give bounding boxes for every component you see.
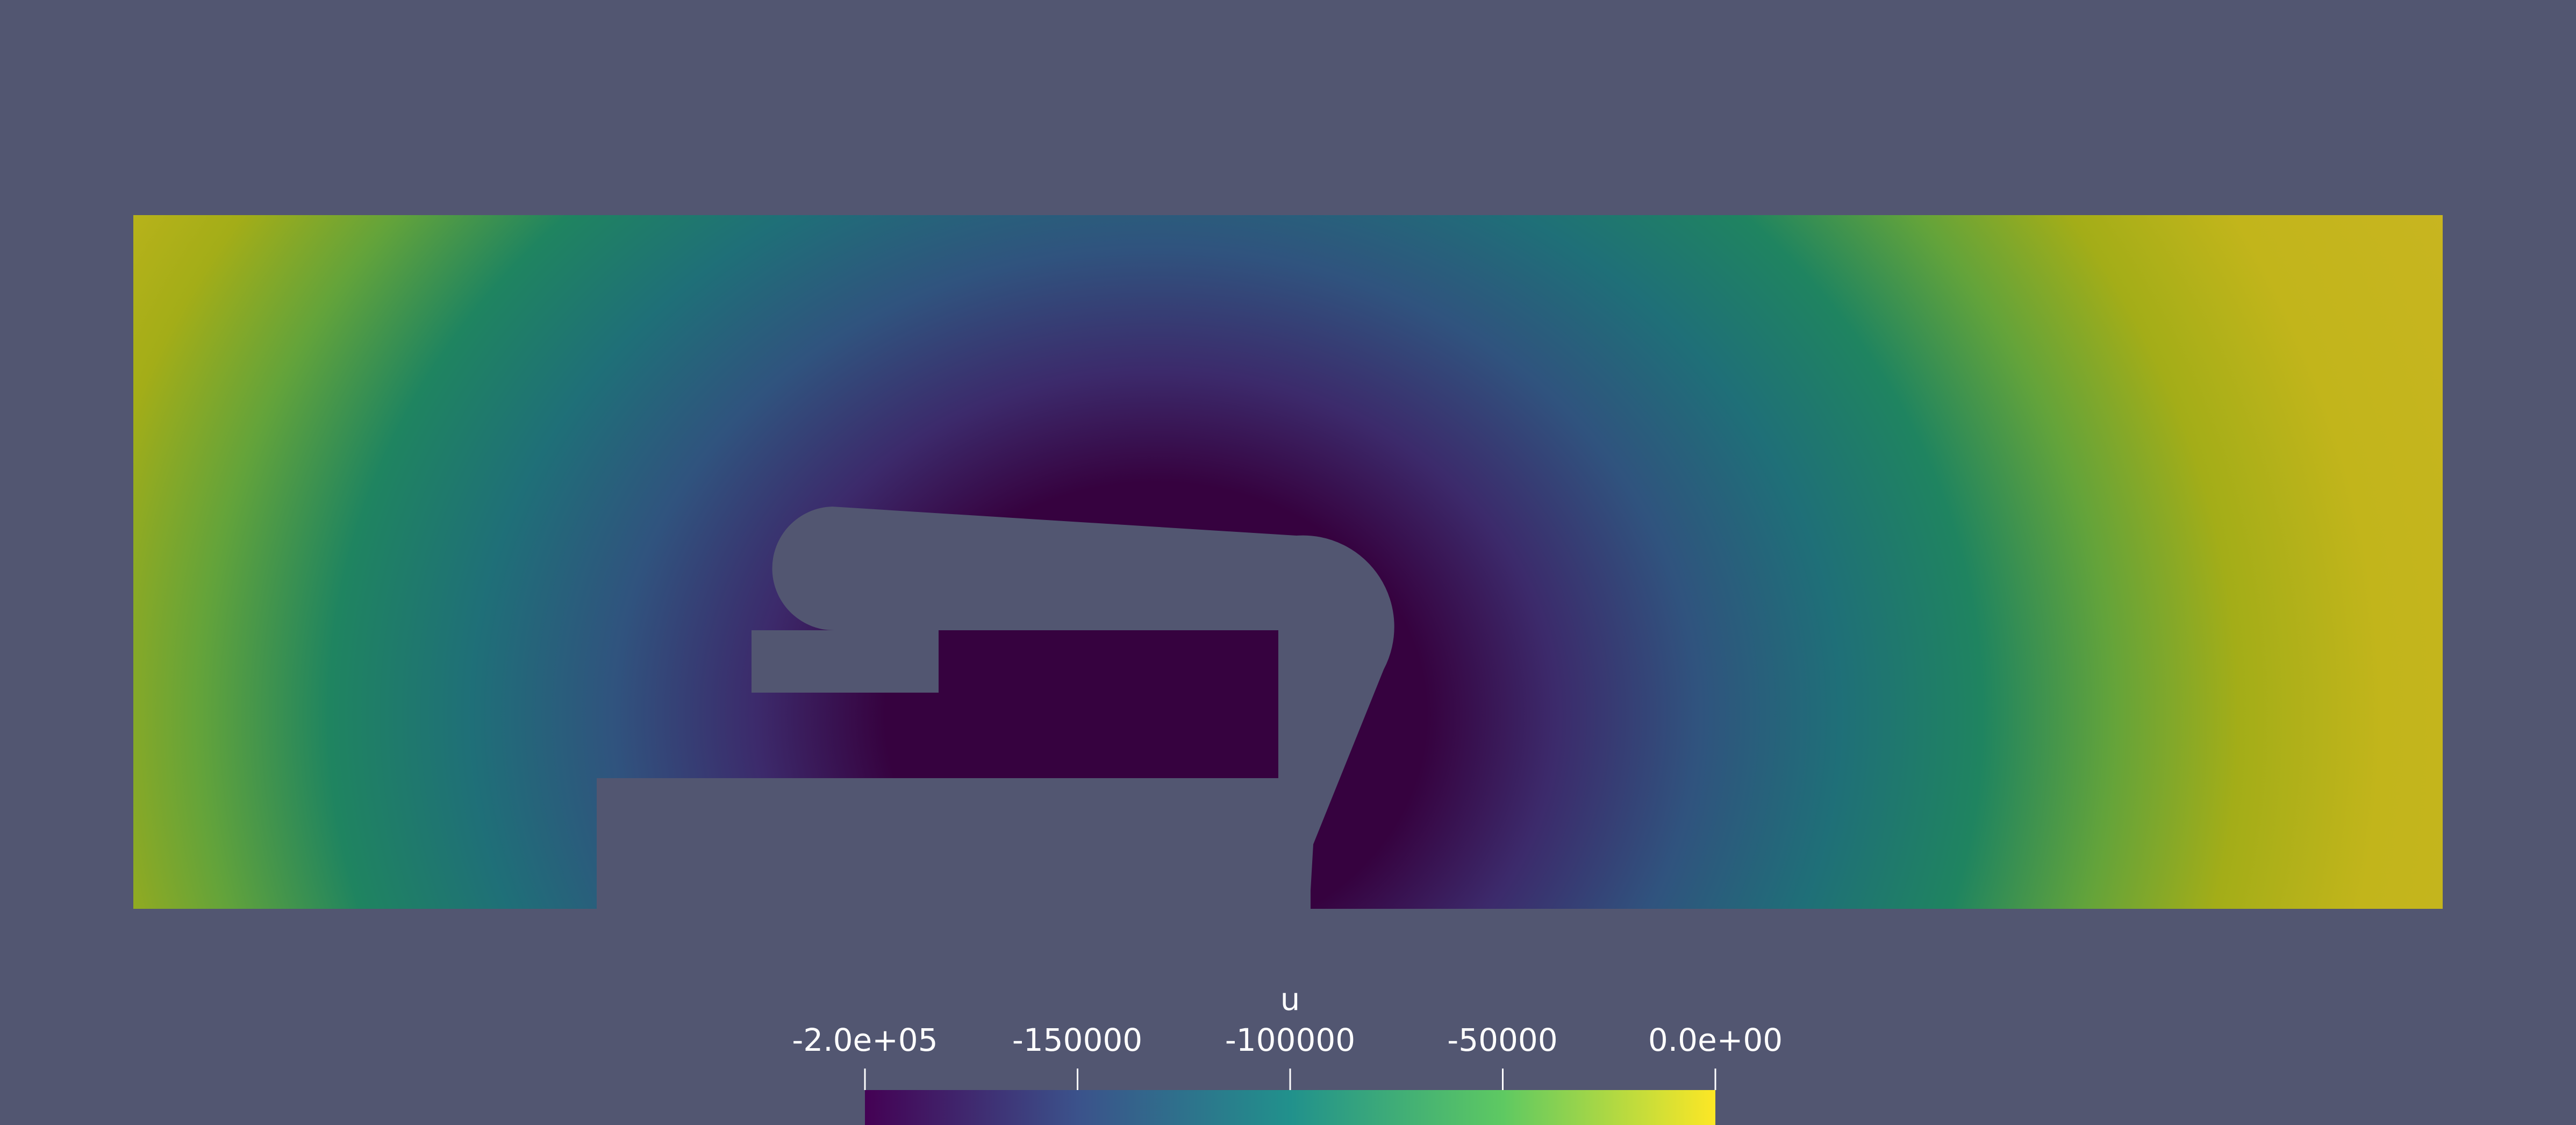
colorbar-ticks: [864, 1069, 1716, 1090]
colorbar: [864, 1069, 1716, 1125]
colorbar-gradient: [865, 1090, 1715, 1125]
colorbar-tick-label: -150000: [1012, 1022, 1143, 1058]
colorbar-title: u: [1280, 981, 1300, 1017]
inner-block: [906, 630, 1278, 786]
geometry-bar: [752, 630, 939, 693]
colorbar-tick-label: -2.0e+05: [792, 1022, 938, 1058]
geometry-obstacle: [772, 507, 1394, 909]
colorbar-tick-label: 0.0e+00: [1648, 1022, 1783, 1058]
colorbar-tick-label: -100000: [1225, 1022, 1356, 1058]
geometry-base: [597, 778, 1311, 909]
colorbar-tick-label: -50000: [1447, 1022, 1558, 1058]
